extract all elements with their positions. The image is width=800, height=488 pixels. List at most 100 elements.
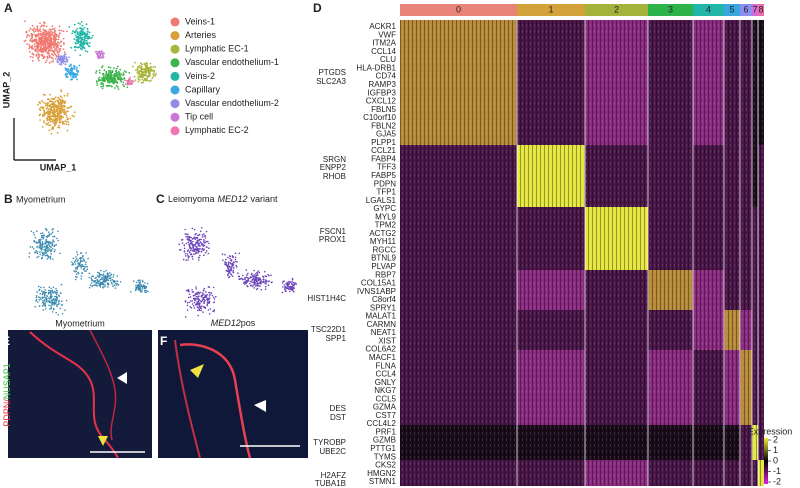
panel-title: LeiomyomaMED12variant bbox=[168, 194, 278, 204]
cell-point bbox=[65, 61, 67, 63]
cell-point bbox=[209, 292, 211, 294]
cell-point bbox=[250, 281, 252, 283]
cell-point bbox=[33, 31, 35, 33]
legend-tick-label: -2 bbox=[773, 476, 781, 486]
cell-point bbox=[42, 33, 44, 35]
cell-point bbox=[105, 270, 107, 272]
cell-point bbox=[56, 300, 58, 302]
cell-point bbox=[28, 44, 30, 46]
cell-point bbox=[54, 291, 56, 293]
cell-point bbox=[26, 31, 28, 33]
cell-point bbox=[38, 54, 40, 56]
cell-point bbox=[268, 280, 270, 282]
cell-point bbox=[87, 43, 89, 45]
cell-point bbox=[187, 302, 189, 304]
cell-point bbox=[205, 237, 207, 239]
cluster-label: 6 bbox=[743, 4, 748, 14]
cell-point bbox=[209, 313, 211, 315]
cell-point bbox=[232, 256, 234, 258]
cell-point bbox=[113, 276, 115, 278]
cell-point bbox=[66, 115, 68, 117]
cell-point bbox=[107, 272, 109, 274]
cell-point bbox=[203, 249, 205, 251]
cell-point bbox=[213, 297, 215, 299]
gene-label: SPP1 bbox=[326, 334, 347, 343]
cell-point bbox=[120, 281, 122, 283]
cell-point bbox=[38, 290, 40, 292]
cell-point bbox=[67, 73, 69, 75]
cell-point bbox=[98, 79, 100, 81]
cell-point bbox=[251, 284, 253, 286]
cell-point bbox=[145, 290, 147, 292]
cell-point bbox=[101, 67, 103, 69]
cell-point bbox=[183, 259, 185, 261]
cell-point bbox=[49, 44, 51, 46]
cell-point bbox=[116, 284, 118, 286]
heatmap-texture bbox=[400, 20, 764, 486]
cell-point bbox=[64, 102, 66, 104]
cell-point bbox=[52, 258, 54, 260]
cell-point bbox=[201, 251, 203, 253]
cell-point bbox=[91, 286, 93, 288]
cell-point bbox=[119, 72, 121, 74]
gene-label: PROX1 bbox=[319, 235, 347, 244]
cell-point bbox=[197, 303, 199, 305]
cell-point bbox=[182, 242, 184, 244]
cell-point bbox=[54, 33, 56, 35]
cell-point bbox=[43, 21, 45, 23]
cell-point bbox=[197, 248, 199, 250]
cell-point bbox=[55, 55, 57, 57]
cell-point bbox=[42, 126, 44, 128]
cell-point bbox=[189, 294, 191, 296]
cell-point bbox=[206, 294, 208, 296]
cell-point bbox=[81, 266, 83, 268]
cell-point bbox=[46, 26, 48, 28]
cell-point bbox=[108, 70, 110, 72]
cell-point bbox=[105, 78, 107, 80]
cell-point bbox=[76, 268, 78, 270]
cell-point bbox=[107, 286, 109, 288]
cell-point bbox=[77, 40, 79, 42]
cell-point bbox=[52, 290, 54, 292]
cell-point bbox=[36, 54, 38, 56]
cell-point bbox=[107, 280, 109, 282]
cell-point bbox=[196, 296, 198, 298]
cell-point bbox=[64, 120, 66, 122]
cell-point bbox=[31, 231, 33, 233]
cell-point bbox=[46, 252, 48, 254]
cell-point bbox=[202, 292, 204, 294]
cell-point bbox=[55, 312, 57, 314]
cell-point bbox=[74, 67, 76, 69]
cell-point bbox=[52, 110, 54, 112]
cell-point bbox=[105, 71, 107, 73]
cell-point bbox=[82, 272, 84, 274]
cell-point bbox=[45, 123, 47, 125]
cell-point bbox=[200, 292, 202, 294]
cell-point bbox=[89, 45, 91, 47]
cell-point bbox=[64, 309, 66, 311]
cell-point bbox=[46, 60, 48, 62]
cell-point bbox=[74, 49, 76, 51]
cell-point bbox=[51, 307, 53, 309]
cell-point bbox=[49, 246, 51, 248]
cell-point bbox=[56, 244, 58, 246]
cell-point bbox=[54, 50, 56, 52]
cell-point bbox=[129, 77, 131, 79]
cell-point bbox=[57, 52, 59, 54]
cell-point bbox=[49, 113, 51, 115]
cell-point bbox=[53, 61, 55, 63]
cell-point bbox=[54, 296, 56, 298]
cell-point bbox=[118, 77, 120, 79]
cell-point bbox=[83, 41, 85, 43]
cell-point bbox=[87, 38, 89, 40]
cell-point bbox=[76, 261, 78, 263]
cell-point bbox=[64, 100, 66, 102]
cell-point bbox=[137, 72, 139, 74]
cell-point bbox=[54, 111, 56, 113]
cell-point bbox=[143, 76, 145, 78]
cell-point bbox=[141, 69, 143, 71]
cell-point bbox=[89, 32, 91, 34]
cell-point bbox=[192, 241, 194, 243]
cell-point bbox=[63, 38, 65, 40]
